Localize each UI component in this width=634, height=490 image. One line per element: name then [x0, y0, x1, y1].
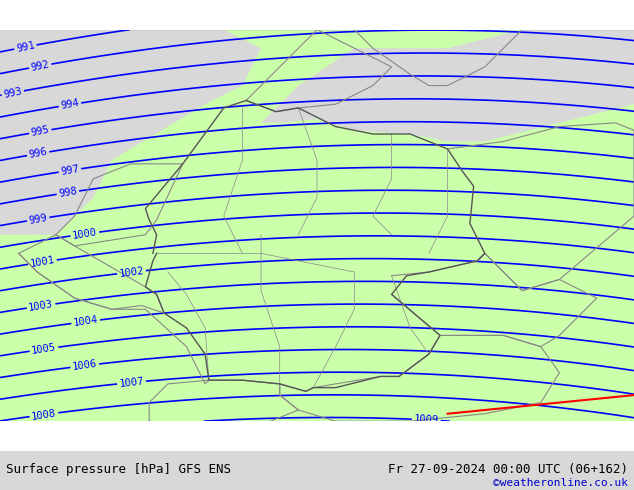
Text: 992: 992	[30, 59, 51, 73]
Text: 1003: 1003	[28, 299, 54, 313]
Polygon shape	[0, 29, 634, 421]
Text: 1001: 1001	[29, 255, 56, 269]
Text: 996: 996	[28, 147, 48, 160]
Text: 1009: 1009	[413, 414, 439, 426]
Text: 1007: 1007	[119, 376, 145, 389]
Polygon shape	[261, 29, 634, 142]
Text: 998: 998	[58, 186, 78, 199]
Text: Surface pressure [hPa] GFS ENS: Surface pressure [hPa] GFS ENS	[6, 463, 231, 476]
Text: 993: 993	[3, 86, 23, 100]
Text: 1002: 1002	[119, 266, 145, 279]
Text: 1000: 1000	[72, 227, 98, 241]
Text: 1005: 1005	[31, 342, 57, 356]
Polygon shape	[0, 29, 261, 235]
Text: 1008: 1008	[31, 408, 57, 421]
Text: 997: 997	[60, 164, 80, 177]
Text: Fr 27-09-2024 00:00 UTC (06+162): Fr 27-09-2024 00:00 UTC (06+162)	[387, 463, 628, 476]
Text: 1004: 1004	[73, 315, 99, 328]
Text: 995: 995	[30, 125, 51, 138]
Text: 1006: 1006	[72, 359, 98, 372]
Text: 991: 991	[15, 40, 36, 54]
Text: ©weatheronline.co.uk: ©weatheronline.co.uk	[493, 478, 628, 488]
Text: 994: 994	[60, 98, 80, 111]
Text: 999: 999	[28, 213, 48, 226]
